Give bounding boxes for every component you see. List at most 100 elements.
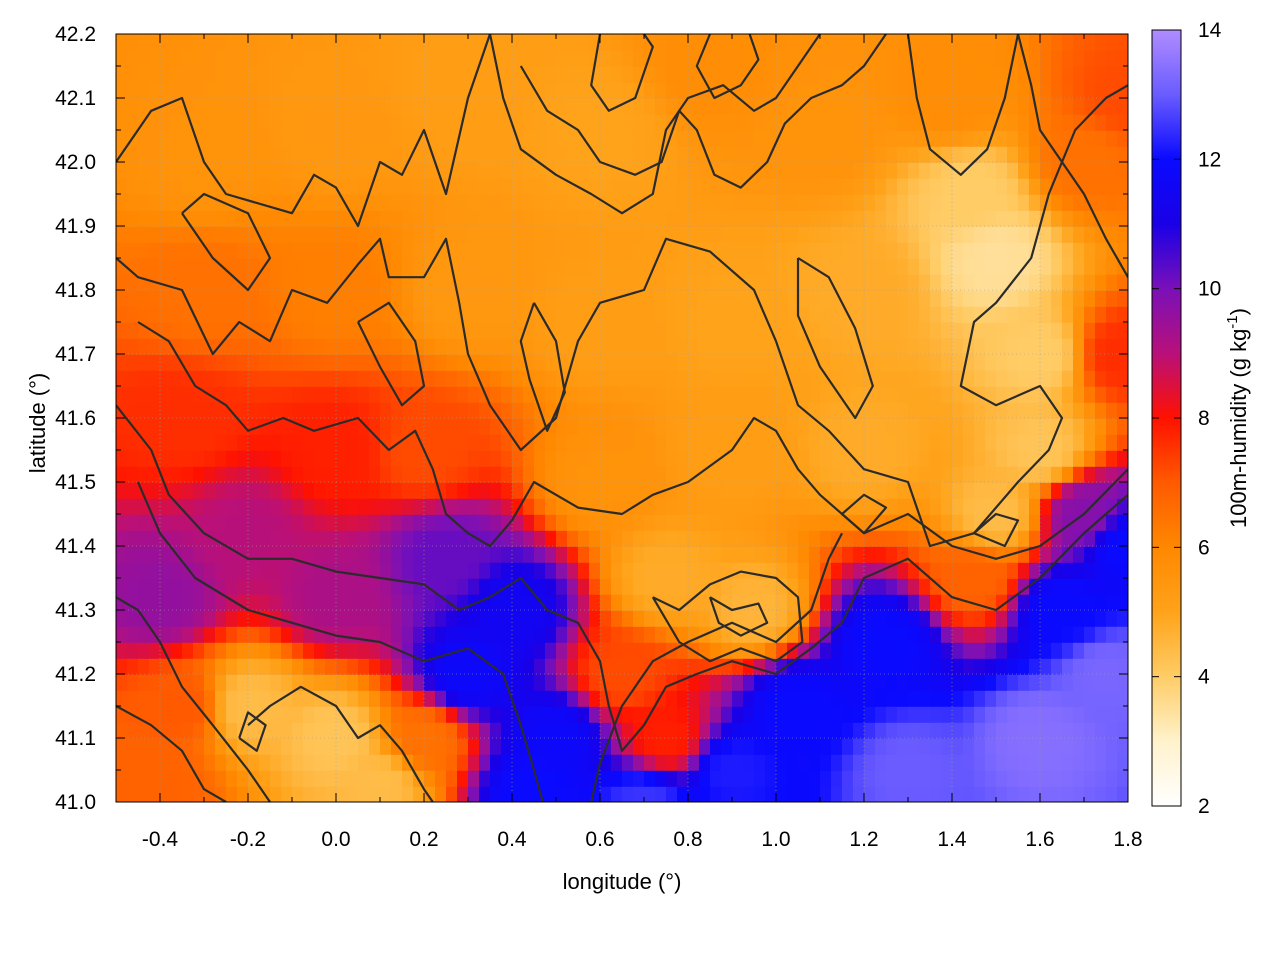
heatmap-cell [919, 658, 931, 675]
heatmap-cell [919, 98, 931, 115]
heatmap-cell [1073, 562, 1085, 579]
heatmap-cell [457, 258, 469, 275]
heatmap-cell [567, 370, 579, 387]
heatmap-cell [721, 210, 733, 227]
heatmap-cell [897, 242, 909, 259]
heatmap-cell [160, 114, 172, 131]
heatmap-cell [490, 258, 502, 275]
heatmap-cell [831, 290, 843, 307]
heatmap-cell [842, 162, 854, 179]
heatmap-cell [710, 50, 722, 67]
heatmap-cell [127, 338, 139, 355]
heatmap-cell [1007, 770, 1019, 787]
heatmap-cell [259, 546, 271, 563]
heatmap-cell [501, 418, 513, 435]
heatmap-cell [743, 274, 755, 291]
heatmap-cell [1029, 562, 1041, 579]
heatmap-cell [534, 610, 546, 627]
heatmap-cell [963, 82, 975, 99]
heatmap-cell [479, 738, 491, 755]
heatmap-cell [743, 82, 755, 99]
heatmap-cell [721, 786, 733, 802]
heatmap-cell [897, 146, 909, 163]
heatmap-cell [380, 114, 392, 131]
heatmap-cell [831, 386, 843, 403]
heatmap-cell [501, 786, 513, 802]
heatmap-cell [864, 770, 876, 787]
heatmap-cell [160, 530, 172, 547]
heatmap-cell [809, 82, 821, 99]
heatmap-cell [732, 402, 744, 419]
heatmap-cell [248, 354, 260, 371]
heatmap-cell [259, 530, 271, 547]
heatmap-cell [776, 114, 788, 131]
heatmap-cell [633, 690, 645, 707]
heatmap-cell [1062, 674, 1074, 691]
heatmap-cell [1051, 370, 1063, 387]
contour-line [695, 34, 760, 100]
heatmap-cell [941, 370, 953, 387]
heatmap-cell [941, 130, 953, 147]
heatmap-cell [490, 274, 502, 291]
heatmap-cell [336, 34, 348, 51]
heatmap-cell [215, 82, 227, 99]
heatmap-cell [941, 226, 953, 243]
heatmap-cell [1007, 594, 1019, 611]
heatmap-cell [996, 66, 1008, 83]
x-tick-label: 1.0 [761, 828, 790, 851]
heatmap-cell [699, 162, 711, 179]
heatmap-cell [952, 178, 964, 195]
heatmap-cell [1018, 594, 1030, 611]
heatmap-cell [567, 98, 579, 115]
heatmap-cell [1106, 690, 1118, 707]
heatmap-cell [292, 754, 304, 771]
heatmap-cell [831, 306, 843, 323]
heatmap-cell [743, 306, 755, 323]
heatmap-cell [358, 210, 370, 227]
heatmap-cell [655, 434, 667, 451]
heatmap-cell [490, 82, 502, 99]
heatmap-cell [688, 370, 700, 387]
heatmap-cell [985, 354, 997, 371]
heatmap-cell [457, 418, 469, 435]
heatmap-cell [765, 130, 777, 147]
heatmap-cell [611, 82, 623, 99]
heatmap-cell [369, 242, 381, 259]
heatmap-cell [138, 98, 150, 115]
heatmap-cell [545, 706, 557, 723]
heatmap-cell [589, 338, 601, 355]
heatmap-cell [336, 354, 348, 371]
heatmap-cell [842, 706, 854, 723]
heatmap-cell [578, 274, 590, 291]
heatmap-cell [468, 466, 480, 483]
y-tick-label: 42.0 [55, 151, 96, 174]
heatmap-cell [446, 770, 458, 787]
heatmap-cell [523, 322, 535, 339]
heatmap-cell [336, 82, 348, 99]
heatmap-cell [237, 514, 249, 531]
heatmap-cell [325, 546, 337, 563]
heatmap-cell [1040, 322, 1052, 339]
heatmap-cell [699, 354, 711, 371]
heatmap-cell [677, 130, 689, 147]
heatmap-cell [435, 690, 447, 707]
heatmap-cell [1018, 562, 1030, 579]
heatmap-cell [215, 674, 227, 691]
heatmap-cell [446, 338, 458, 355]
heatmap-cell [831, 162, 843, 179]
heatmap-cell [193, 402, 205, 419]
heatmap-cell [424, 162, 436, 179]
heatmap-cell [303, 82, 315, 99]
heatmap-cell [193, 114, 205, 131]
heatmap-cell [468, 370, 480, 387]
heatmap-cell [259, 306, 271, 323]
heatmap-cell [380, 50, 392, 67]
heatmap-cell [193, 66, 205, 83]
heatmap-cell [743, 626, 755, 643]
heatmap-cell [820, 482, 832, 499]
heatmap-cell [721, 450, 733, 467]
heatmap-cell [633, 514, 645, 531]
heatmap-cell [490, 226, 502, 243]
heatmap-cell [809, 770, 821, 787]
heatmap-cell [820, 642, 832, 659]
